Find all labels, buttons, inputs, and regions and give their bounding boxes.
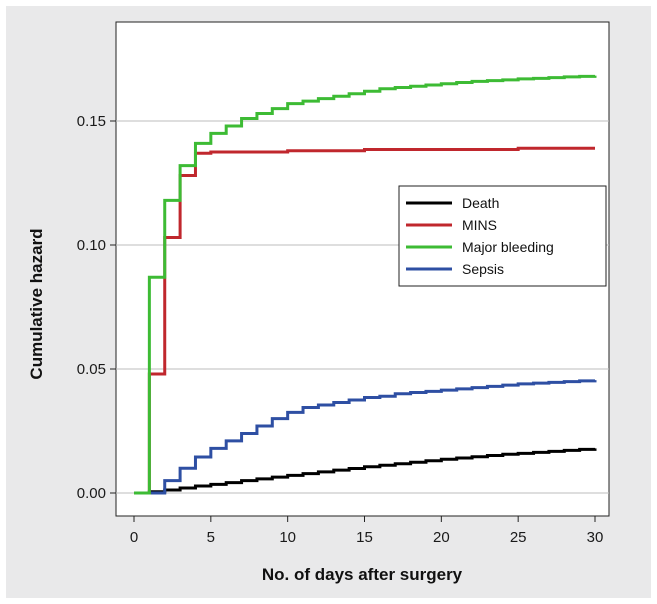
x-tick-label: 5 — [207, 529, 215, 546]
x-tick-label: 10 — [279, 529, 296, 546]
hazard-chart: 0.00 0.05 0.10 0.15 0 5 10 15 20 25 30 Death MINS Ma… — [27, 21, 610, 584]
series-line-mins — [134, 146, 595, 495]
axes: 0.00 0.05 0.10 0.15 0 5 10 15 20 25 30 — [77, 113, 604, 546]
legend-label-major-bleeding: Major bleeding — [462, 239, 554, 255]
y-tick-label: 0.05 — [77, 361, 106, 378]
x-tick-label: 20 — [433, 529, 450, 546]
gridlines — [116, 120, 609, 494]
y-tick-label: 0.10 — [77, 237, 106, 254]
y-tick-label: 0.15 — [77, 113, 106, 130]
chart-frame: 0.00 0.05 0.10 0.15 0 5 10 15 20 25 30 Death MINS Ma… — [6, 6, 651, 598]
x-tick-label: 25 — [510, 529, 527, 546]
legend-label-mins: MINS — [462, 217, 497, 233]
series-line-major-bleeding — [134, 74, 597, 495]
series-line-sepsis — [134, 379, 597, 495]
x-axis-title: No. of days after surgery — [262, 565, 463, 584]
x-tick-label: 30 — [587, 529, 604, 546]
legend-label-sepsis: Sepsis — [462, 261, 504, 277]
series-layer — [134, 74, 597, 495]
series-line-death — [134, 447, 597, 495]
y-tick-label: 0.00 — [77, 485, 106, 502]
legend: Death MINS Major bleeding Sepsis — [398, 185, 607, 287]
legend-label-death: Death — [462, 195, 499, 211]
y-axis-title: Cumulative hazard — [27, 228, 46, 379]
x-tick-label: 0 — [130, 529, 138, 546]
x-tick-label: 15 — [356, 529, 373, 546]
